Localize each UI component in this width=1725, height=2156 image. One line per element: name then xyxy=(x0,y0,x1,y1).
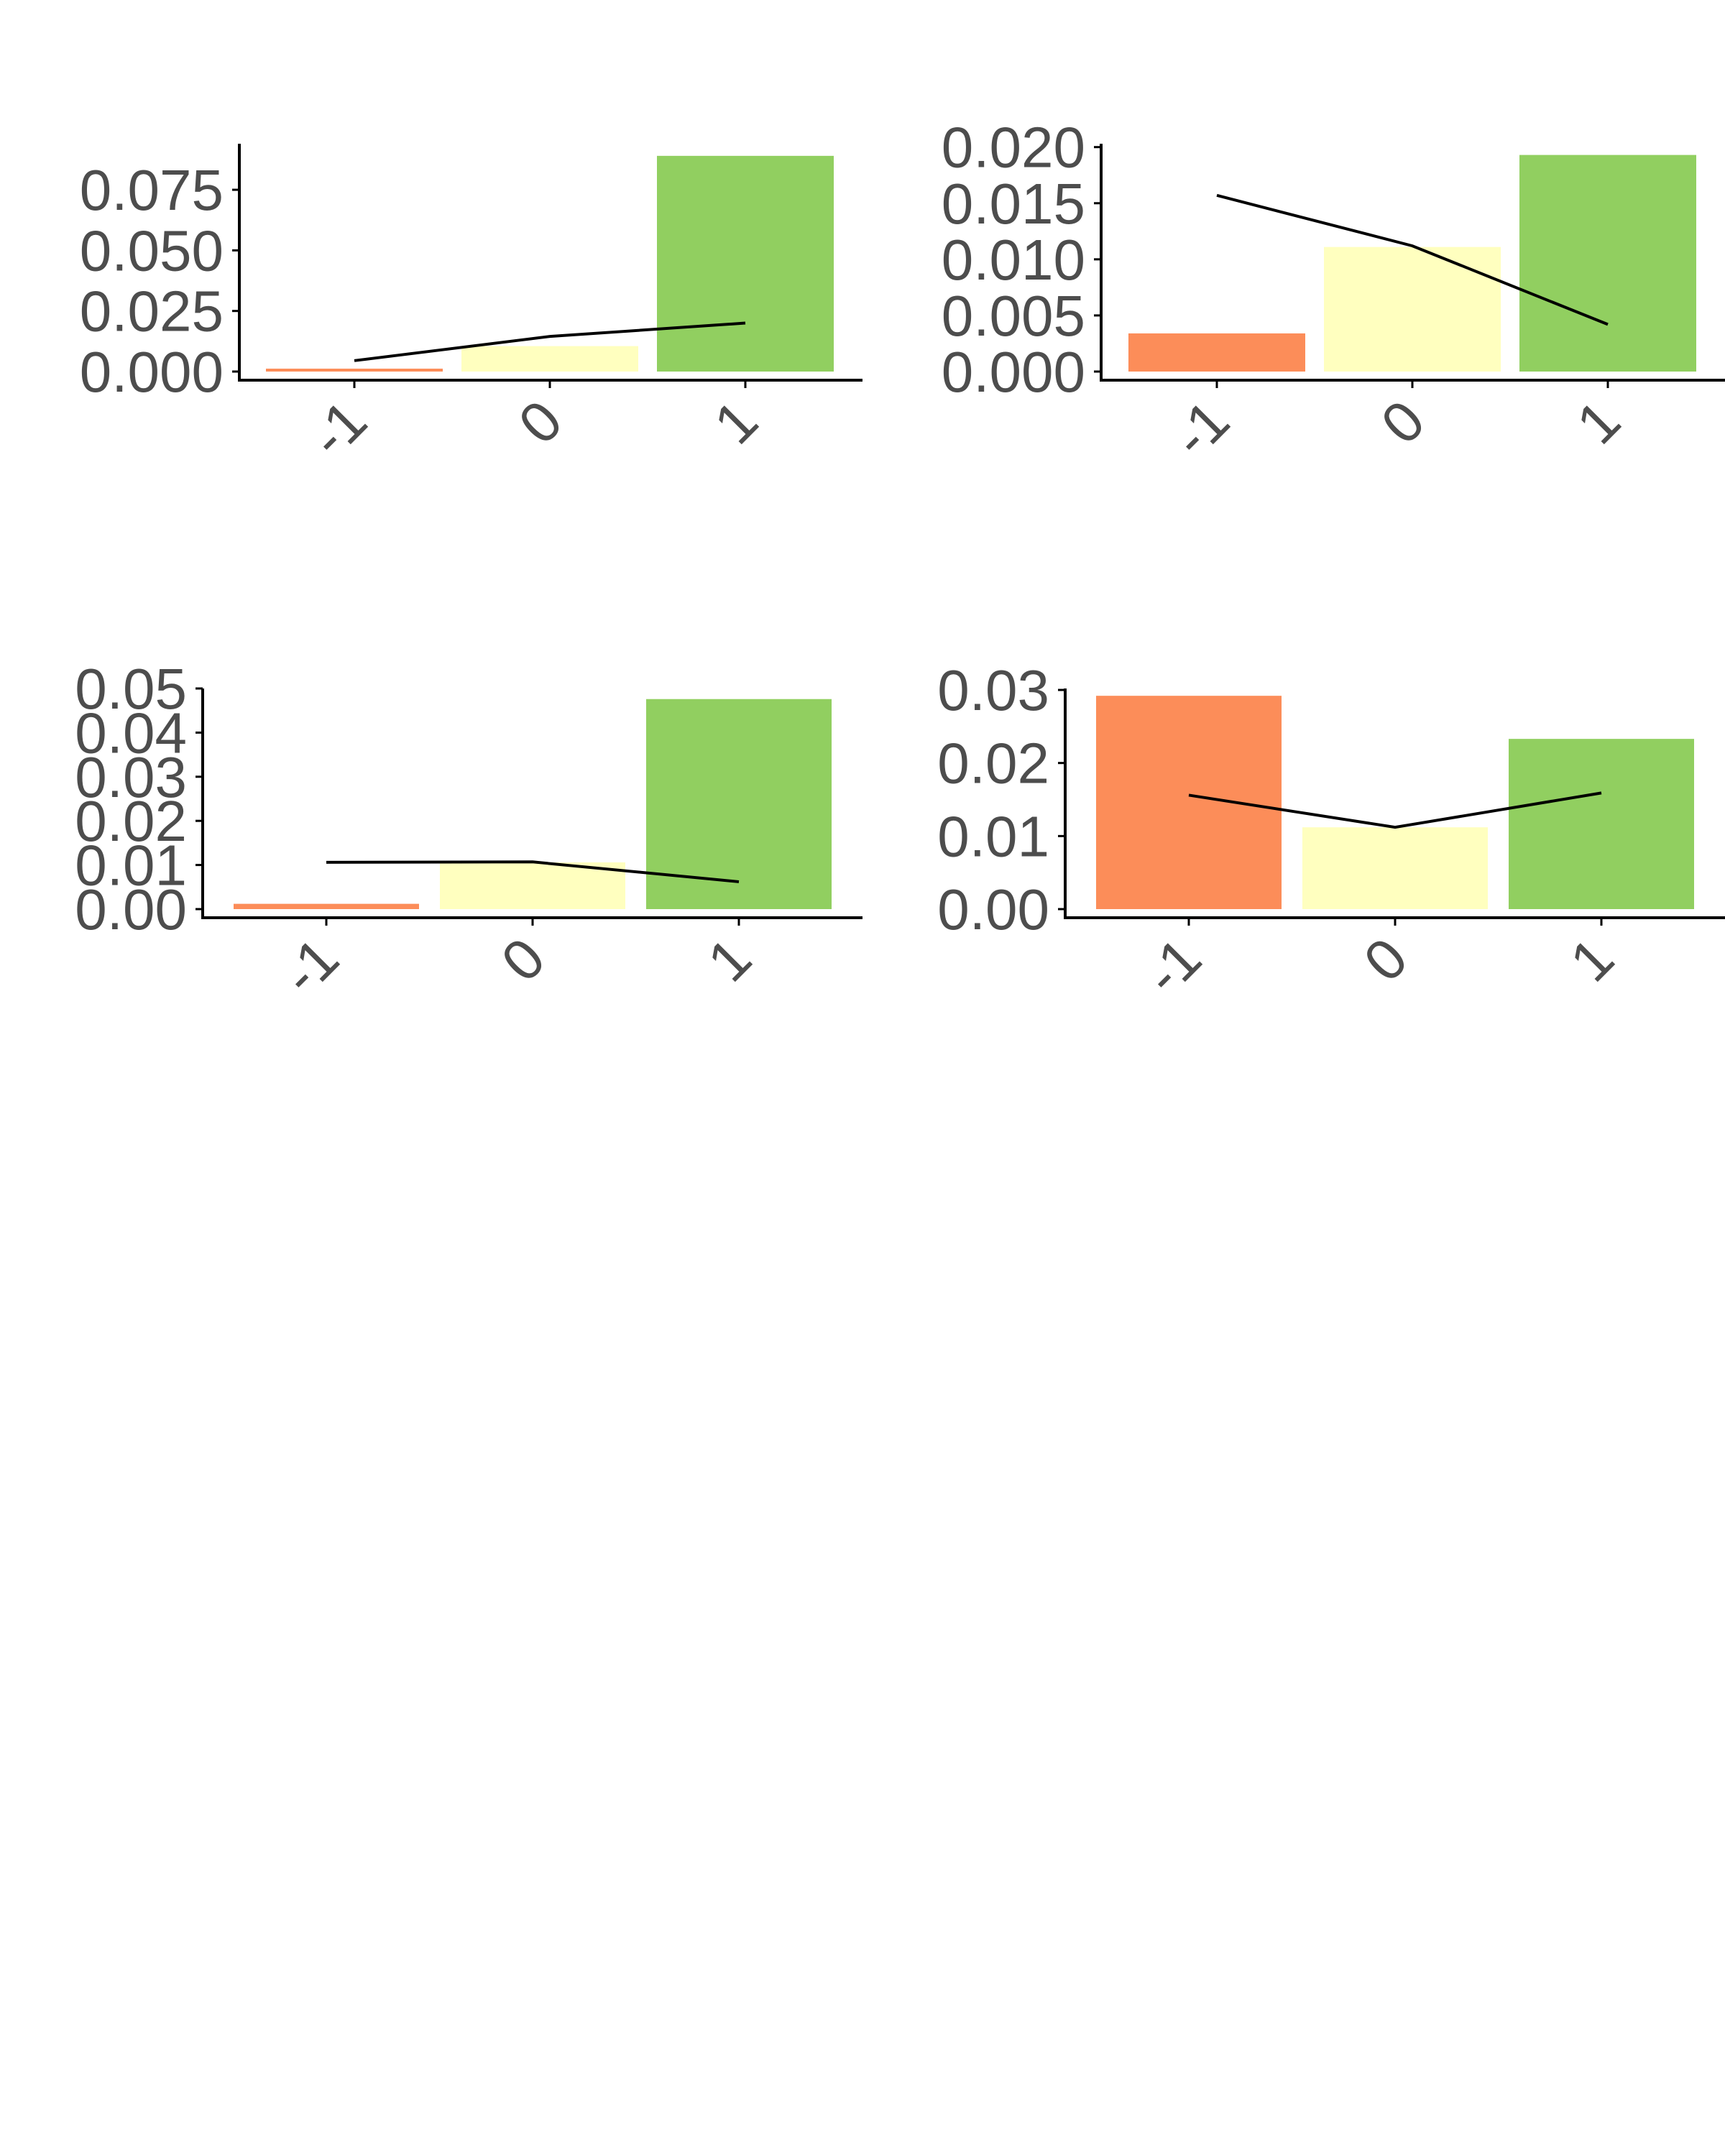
y-tick-label-1-1: 0.025 xyxy=(80,280,224,344)
y-tick-label-3-1: 0.01 xyxy=(75,834,187,898)
bar-2--1 xyxy=(1128,333,1305,372)
trend-line-2 xyxy=(1216,193,1609,326)
x-tick-label-3-0: -1 xyxy=(270,926,351,1007)
bar-1-1 xyxy=(657,155,834,372)
y-tick-label-1-3: 0.075 xyxy=(80,158,224,222)
bar-3-1 xyxy=(646,699,832,909)
x-tick-label-2-2: 1 xyxy=(1565,388,1632,456)
bar-1-0 xyxy=(461,346,638,372)
y-tick-label-2-4: 0.020 xyxy=(942,116,1085,180)
x-tick-label-1-2: 1 xyxy=(702,388,770,456)
trend-line-1 xyxy=(354,321,746,362)
axis-1 xyxy=(238,144,862,382)
chart-panel-4: 0.00 0.01 0.02 0.03 -1 0 1 xyxy=(937,658,1725,1007)
y-tick-label-4-3: 0.03 xyxy=(937,658,1049,722)
y-tick-label-3-2: 0.02 xyxy=(75,789,187,853)
y-tick-label-3-0: 0.00 xyxy=(75,877,187,941)
chart-panel-3: 0.000.010.020.030.040.05 -1 0 1 xyxy=(75,657,862,1007)
y-tick-label-4-0: 0.00 xyxy=(937,877,1049,941)
y-tick-label-2-0: 0.000 xyxy=(942,340,1085,404)
x-tick-label-4-0: -1 xyxy=(1132,926,1213,1007)
x-tick-label-1-1: 0 xyxy=(507,388,574,456)
y-tick-label-2-2: 0.010 xyxy=(942,228,1085,292)
y-tick-label-1-0: 0.000 xyxy=(80,340,224,404)
x-tick-label-4-2: 1 xyxy=(1558,926,1626,993)
bar-2-0 xyxy=(1324,247,1501,372)
bar-4-0 xyxy=(1302,827,1488,909)
axis-4 xyxy=(1064,688,1725,919)
y-tick-label-3-3: 0.03 xyxy=(75,745,187,809)
trend-line-3 xyxy=(326,860,740,883)
bar-3--1 xyxy=(234,903,419,909)
y-tick-label-4-2: 0.02 xyxy=(937,732,1049,796)
bar-1--1 xyxy=(266,368,443,372)
x-tick-label-3-2: 1 xyxy=(696,926,763,993)
trend-line-4 xyxy=(1188,791,1602,829)
bar-4-1 xyxy=(1509,739,1694,909)
x-tick-label-2-1: 0 xyxy=(1369,388,1437,456)
x-tick-label-4-1: 0 xyxy=(1352,926,1420,993)
bar-3-0 xyxy=(440,862,625,909)
axis-3 xyxy=(201,688,862,919)
x-tick-label-1-0: -1 xyxy=(298,388,379,469)
y-tick-label-3-4: 0.04 xyxy=(75,701,187,765)
x-tick-label-3-1: 0 xyxy=(489,926,557,993)
y-tick-label-1-2: 0.050 xyxy=(80,218,224,282)
y-tick-label-4-1: 0.01 xyxy=(937,804,1049,868)
axis-2 xyxy=(1100,144,1725,382)
y-tick-label-2-3: 0.015 xyxy=(942,172,1085,236)
y-tick-label-2-1: 0.005 xyxy=(942,284,1085,348)
x-tick-label-2-0: -1 xyxy=(1160,388,1241,469)
bar-4--1 xyxy=(1096,696,1282,909)
bar-2-1 xyxy=(1519,155,1696,372)
y-tick-label-3-5: 0.05 xyxy=(75,657,187,721)
